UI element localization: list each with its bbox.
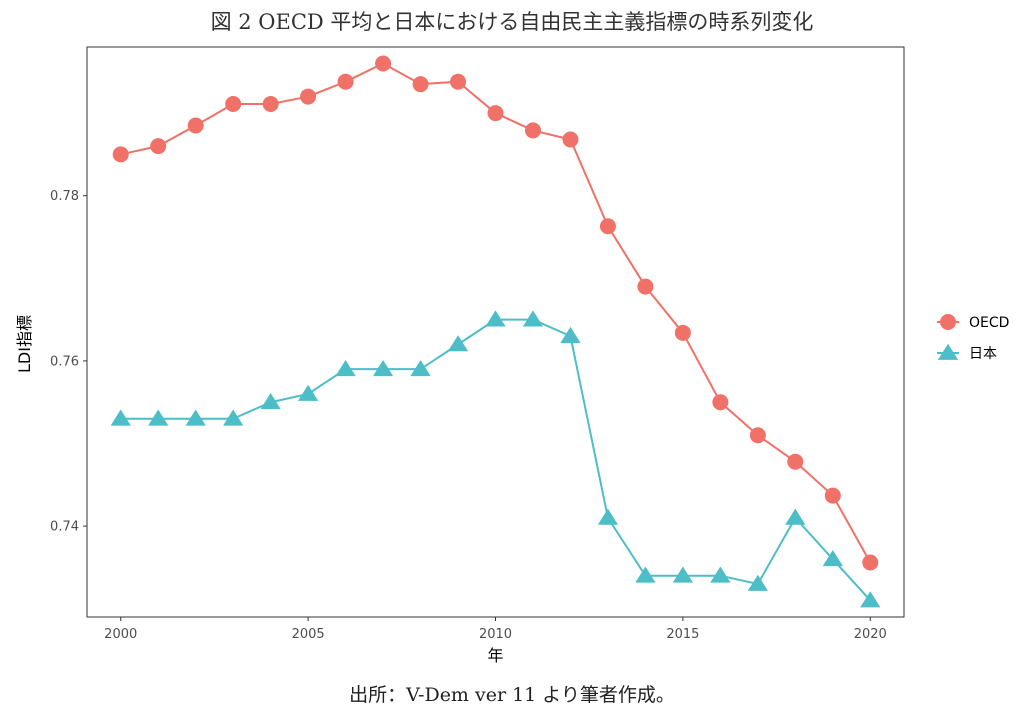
data-point bbox=[635, 566, 656, 583]
data-point bbox=[785, 508, 806, 525]
data-point bbox=[822, 549, 843, 567]
data-point bbox=[297, 384, 319, 401]
data-point bbox=[674, 324, 691, 341]
data-point bbox=[223, 409, 244, 426]
data-point bbox=[262, 96, 279, 112]
legend-key-marker bbox=[937, 343, 959, 360]
data-point bbox=[110, 409, 131, 426]
data-point bbox=[747, 574, 768, 591]
y-tick-label: 0.78 bbox=[50, 189, 79, 204]
y-axis: 0.74 0.76 0.78 bbox=[50, 189, 87, 535]
x-axis: 2000 2005 2010 2015 2020 bbox=[104, 617, 887, 642]
x-tick-label: 2020 bbox=[854, 627, 887, 642]
data-point bbox=[335, 359, 356, 377]
y-tick-label: 0.74 bbox=[50, 520, 79, 535]
data-point bbox=[824, 487, 841, 504]
data-point bbox=[300, 88, 317, 105]
data-point bbox=[148, 409, 169, 426]
x-tick-label: 2000 bbox=[104, 627, 137, 642]
legend-item: 日本 bbox=[937, 343, 997, 362]
y-tick-label: 0.76 bbox=[50, 354, 79, 369]
y-axis-title: LDI指標 bbox=[15, 315, 34, 373]
plot-panel bbox=[86, 46, 905, 618]
data-point bbox=[637, 278, 654, 295]
data-point bbox=[260, 393, 281, 410]
data-point bbox=[375, 55, 392, 72]
data-point bbox=[447, 335, 469, 352]
data-point bbox=[862, 554, 879, 571]
series-oecd bbox=[112, 55, 879, 571]
data-point bbox=[710, 566, 731, 583]
data-point bbox=[225, 96, 242, 112]
data-point bbox=[450, 73, 467, 90]
series-japan bbox=[110, 310, 881, 608]
legend-label: 日本 bbox=[969, 346, 997, 362]
data-point bbox=[560, 326, 581, 344]
series-line bbox=[120, 318, 872, 602]
data-point bbox=[112, 146, 129, 163]
data-point bbox=[787, 453, 804, 470]
data-point bbox=[599, 218, 616, 235]
data-point bbox=[562, 131, 579, 148]
data-point bbox=[187, 117, 204, 134]
legend-item: OECD bbox=[937, 314, 1009, 331]
x-axis-title: 年 bbox=[487, 646, 503, 665]
data-point bbox=[712, 394, 729, 411]
data-point bbox=[749, 427, 766, 444]
series-layer bbox=[110, 55, 881, 608]
data-point bbox=[337, 73, 354, 90]
legend: OECD 日本 bbox=[937, 314, 1009, 362]
data-point bbox=[372, 359, 394, 377]
x-tick-label: 2010 bbox=[479, 627, 512, 642]
chart-title: 図 2 OECD 平均と日本における自由民主主義指標の時系列変化 bbox=[210, 10, 814, 34]
data-point bbox=[522, 310, 544, 327]
data-point bbox=[150, 138, 167, 155]
data-point bbox=[185, 409, 206, 426]
legend-key-marker bbox=[940, 314, 956, 330]
data-point bbox=[597, 508, 619, 525]
data-point bbox=[485, 310, 506, 327]
data-point bbox=[672, 566, 694, 583]
data-point bbox=[487, 105, 504, 122]
data-point bbox=[860, 591, 881, 608]
data-point bbox=[412, 76, 429, 93]
source-note: 出所：V-Dem ver 11 より筆者作成。 bbox=[349, 684, 675, 706]
x-tick-label: 2015 bbox=[666, 627, 699, 642]
data-point bbox=[524, 122, 541, 139]
legend-label: OECD bbox=[969, 315, 1009, 331]
x-tick-label: 2005 bbox=[292, 627, 325, 642]
data-point bbox=[410, 359, 431, 377]
